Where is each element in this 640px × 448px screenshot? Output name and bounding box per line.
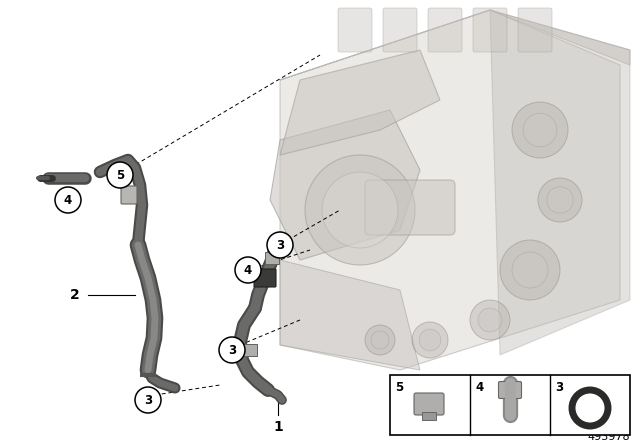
Polygon shape	[280, 10, 620, 370]
Circle shape	[512, 102, 568, 158]
Circle shape	[547, 187, 573, 213]
FancyBboxPatch shape	[383, 8, 417, 52]
FancyBboxPatch shape	[414, 393, 444, 415]
Text: 3: 3	[144, 393, 152, 406]
Text: 4: 4	[475, 381, 483, 394]
Text: 1: 1	[273, 420, 283, 434]
Circle shape	[305, 155, 415, 265]
FancyBboxPatch shape	[428, 8, 462, 52]
Circle shape	[135, 387, 161, 413]
Circle shape	[538, 178, 582, 222]
FancyBboxPatch shape	[121, 186, 137, 204]
Circle shape	[322, 172, 398, 248]
Text: 4: 4	[64, 194, 72, 207]
Circle shape	[470, 300, 510, 340]
Circle shape	[107, 162, 133, 188]
Text: 493978: 493978	[588, 432, 630, 442]
FancyBboxPatch shape	[338, 8, 372, 52]
Text: 3: 3	[276, 238, 284, 251]
Polygon shape	[280, 260, 420, 370]
Circle shape	[419, 329, 441, 351]
Circle shape	[267, 232, 293, 258]
Circle shape	[371, 331, 389, 349]
Circle shape	[500, 240, 560, 300]
Polygon shape	[270, 110, 420, 260]
Polygon shape	[280, 50, 440, 155]
Polygon shape	[490, 10, 630, 355]
FancyBboxPatch shape	[518, 8, 552, 52]
FancyBboxPatch shape	[243, 344, 257, 356]
FancyBboxPatch shape	[365, 180, 455, 235]
FancyBboxPatch shape	[265, 252, 279, 264]
Circle shape	[365, 325, 395, 355]
Circle shape	[55, 187, 81, 213]
Circle shape	[235, 257, 261, 283]
Circle shape	[219, 337, 245, 363]
Circle shape	[524, 113, 557, 147]
Text: 5: 5	[116, 168, 124, 181]
Circle shape	[478, 308, 502, 332]
Circle shape	[412, 322, 448, 358]
Text: 4: 4	[244, 263, 252, 276]
FancyBboxPatch shape	[422, 412, 436, 420]
FancyBboxPatch shape	[499, 382, 522, 399]
Text: 3: 3	[228, 344, 236, 357]
FancyBboxPatch shape	[254, 269, 276, 287]
Text: 2: 2	[70, 288, 80, 302]
Text: 5: 5	[395, 381, 403, 394]
FancyBboxPatch shape	[390, 375, 630, 435]
Circle shape	[512, 252, 548, 288]
Text: 3: 3	[555, 381, 563, 394]
FancyBboxPatch shape	[473, 8, 507, 52]
Polygon shape	[280, 10, 630, 80]
